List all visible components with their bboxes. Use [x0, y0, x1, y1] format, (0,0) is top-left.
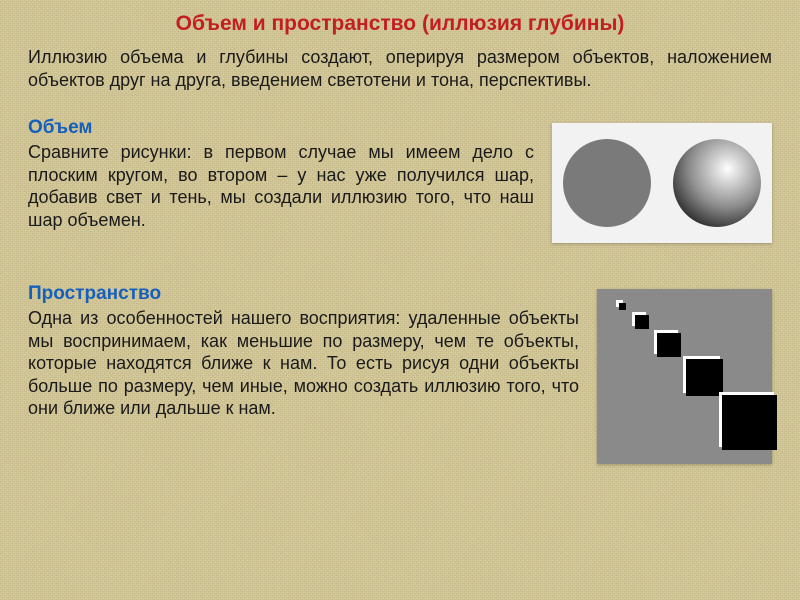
slide-content: Объем и пространство (иллюзия глубины) И…: [0, 0, 800, 484]
space-body: Одна из особенностей нашего восприятия: …: [28, 307, 579, 420]
square-icon: [619, 303, 626, 310]
square-icon: [657, 333, 681, 357]
shaded-sphere-icon: [673, 139, 761, 227]
square-icon: [686, 359, 723, 396]
page-title: Объем и пространство (иллюзия глубины): [28, 12, 772, 36]
space-heading: Пространство: [28, 283, 579, 305]
volume-body: Сравните рисунки: в первом случае мы име…: [28, 141, 534, 231]
section-space: Пространство Одна из особенностей нашего…: [28, 283, 772, 464]
volume-figure: [552, 123, 772, 243]
section-volume: Объем Сравните рисунки: в первом случае …: [28, 117, 772, 243]
space-figure: [597, 289, 772, 464]
square-icon: [635, 315, 649, 329]
volume-heading: Объем: [28, 117, 534, 139]
square-icon: [722, 395, 777, 450]
intro-paragraph: Иллюзию объема и глубины создают, оперир…: [28, 46, 772, 91]
section-space-text: Пространство Одна из особенностей нашего…: [28, 283, 579, 420]
section-volume-text: Объем Сравните рисунки: в первом случае …: [28, 117, 534, 231]
flat-circle-icon: [563, 139, 651, 227]
